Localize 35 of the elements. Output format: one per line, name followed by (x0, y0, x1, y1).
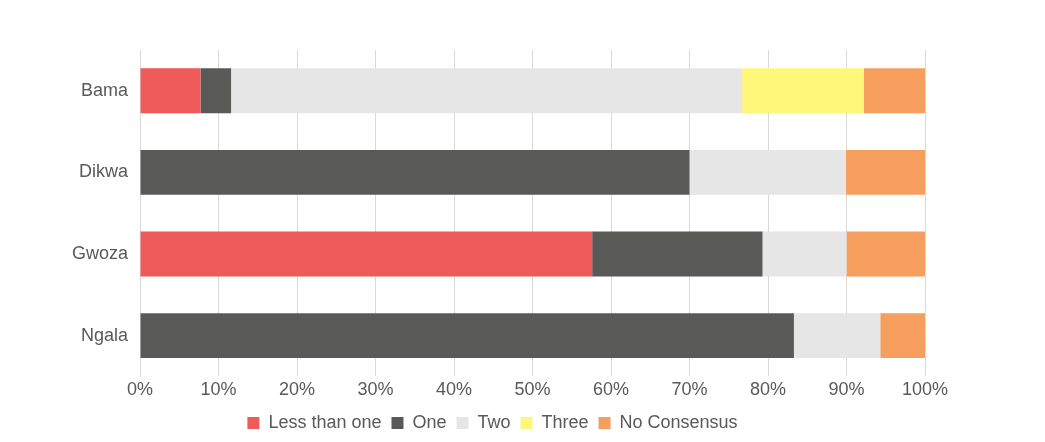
bar (140, 68, 201, 114)
x-tick-label: 60% (592, 379, 630, 400)
x-tick-label: 70% (671, 379, 708, 400)
x-tick-label: 50% (514, 379, 551, 400)
y-tick-label: Dikwa (79, 161, 129, 182)
x-tick-label: 40% (436, 379, 473, 400)
legend-label: One (412, 411, 447, 432)
y-tick-label: Ngala (80, 324, 130, 345)
bar (592, 231, 763, 277)
x-tick-label: 100% (901, 379, 949, 400)
bar (793, 313, 881, 359)
x-tick-label: 10% (200, 379, 237, 400)
legend-label: No Consensus (619, 411, 738, 432)
bar (880, 313, 925, 359)
bar (863, 68, 925, 114)
x-tick-label: 80% (749, 379, 787, 400)
bar (140, 149, 690, 195)
bar (231, 68, 743, 114)
legend-label: Two (477, 411, 511, 432)
x-tick-label: 0% (127, 379, 154, 400)
bar (140, 313, 794, 359)
bar (762, 231, 847, 277)
legend-label: Less than one (268, 411, 382, 432)
x-tick-label: 20% (279, 379, 316, 400)
bar (200, 68, 232, 114)
x-tick-label: 30% (357, 379, 394, 400)
bar (140, 231, 593, 277)
y-tick-label: Bama (80, 79, 129, 100)
bar (689, 149, 846, 195)
x-tick-label: 90% (828, 379, 865, 400)
bar (846, 231, 925, 277)
bar (845, 149, 925, 195)
legend-label: Three (541, 411, 589, 432)
bar (742, 68, 864, 114)
y-tick-label: Gwoza (71, 242, 129, 263)
